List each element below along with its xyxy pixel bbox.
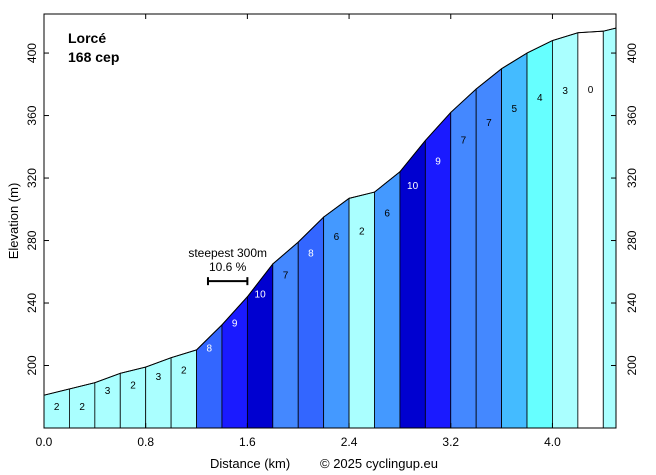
segment-gradient-label: 2: [130, 380, 136, 391]
y-tick-label-left: 280: [25, 230, 39, 250]
steepest-value: 10.6 %: [209, 260, 247, 274]
y-tick-label-right: 360: [625, 105, 639, 125]
y-tick-label-left: 240: [25, 293, 39, 313]
segment-gradient-label: 8: [308, 248, 314, 259]
chart-subtitle: 168 cep: [68, 49, 119, 65]
segment-gradient-label: 10: [255, 290, 267, 301]
segment-gradient-label: 2: [54, 402, 60, 413]
segment-gradient-label: 7: [283, 270, 289, 281]
y-tick-label-right: 240: [625, 293, 639, 313]
segment-gradient-label: 8: [206, 343, 212, 354]
segment-gradient-label: 9: [435, 156, 441, 167]
x-tick-label: 0.8: [137, 435, 154, 449]
profile-segment: [602, 27, 617, 429]
chart-title: Lorcé: [68, 30, 106, 46]
x-tick-label: 4.0: [544, 435, 561, 449]
profile-segment: [170, 349, 197, 429]
segment-gradient-label: 3: [156, 372, 162, 383]
profile-segment: [145, 357, 172, 429]
segment-gradient-label: 2: [79, 402, 85, 413]
y-tick-label-right: 400: [625, 43, 639, 63]
x-tick-label: 3.2: [442, 435, 459, 449]
credit-text: © 2025 cyclingup.eu: [320, 456, 438, 471]
y-tick-label-right: 280: [625, 230, 639, 250]
segment-gradient-label: 6: [384, 209, 390, 220]
profile-segment: [221, 295, 248, 429]
steepest-label: steepest 300m: [188, 246, 267, 260]
segment-gradient-label: 9: [232, 319, 238, 330]
segment-gradient-label: 0: [588, 85, 594, 96]
x-tick-label: 2.4: [341, 435, 358, 449]
y-tick-label-left: 200: [25, 355, 39, 375]
segment-gradient-label: 7: [461, 136, 467, 147]
profile-outline: [43, 27, 617, 396]
segment-gradient-label: 2: [359, 226, 365, 237]
profile-segments: 2 2 3 2 3 2 8 9 10 7 8 6 2 6 10 9 7 7 5 4 3 0: [43, 27, 617, 429]
segment-gradient-label: 7: [486, 118, 492, 129]
x-tick-label: 0.0: [36, 435, 53, 449]
segment-gradient-label: 3: [105, 386, 111, 397]
y-tick-label-right: 200: [625, 355, 639, 375]
y-axis-right: 200 240 280 320 360 400: [611, 43, 639, 376]
y-tick-label-left: 360: [25, 105, 39, 125]
profile-segment: [246, 262, 274, 429]
x-axis: 0.0 0.8 1.6 2.4 3.2 4.0: [36, 14, 561, 449]
segment-gradient-label: 3: [562, 86, 568, 97]
profile-segment: [196, 323, 223, 429]
x-axis-title: Distance (km): [210, 456, 290, 471]
segment-gradient-label: 6: [334, 232, 340, 243]
y-axis-left: 200 240 280 320 360 400: [25, 43, 49, 376]
y-axis-title: Elevation (m): [6, 183, 21, 260]
segment-gradient-label: 10: [407, 181, 419, 192]
segment-gradient-label: 2: [181, 365, 187, 376]
segment-gradient-label: 4: [537, 93, 543, 104]
y-tick-label-left: 320: [25, 168, 39, 188]
x-tick-label: 1.6: [239, 435, 256, 449]
y-tick-label-right: 320: [625, 168, 639, 188]
y-tick-label-left: 400: [25, 43, 39, 63]
segment-gradient-label: 5: [512, 104, 518, 115]
plot-frame: [43, 13, 617, 429]
profile-segment: [119, 366, 147, 429]
